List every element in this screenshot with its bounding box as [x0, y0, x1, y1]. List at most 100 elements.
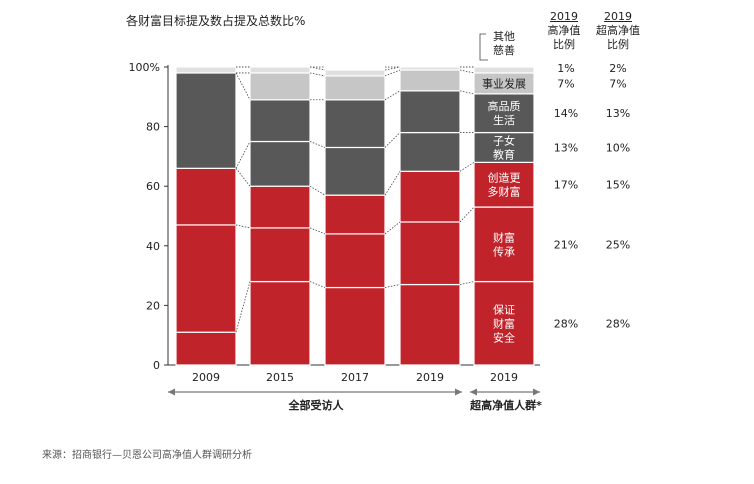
segment-label: 保证财富安全	[493, 302, 515, 344]
col-header-line2: 比例	[607, 38, 629, 51]
connector-line	[309, 185, 326, 196]
col-header-high-net-worth: 2019 高净值 比例	[542, 10, 586, 52]
connector-line	[309, 66, 326, 71]
pct-label: 14%	[554, 107, 578, 120]
connector-line	[384, 66, 401, 71]
connector-line	[459, 281, 475, 285]
connector-line	[384, 171, 401, 196]
bar-segment	[473, 206, 535, 283]
bar-segment	[473, 66, 535, 74]
bar-segment	[324, 233, 386, 289]
bar-segment	[324, 286, 386, 366]
connector-line	[384, 69, 401, 77]
segment-label: 子女教育	[493, 133, 515, 161]
connector-line	[235, 168, 251, 187]
y-tick-label: 100%	[129, 61, 160, 74]
pct-label: 2%	[609, 62, 626, 75]
connector-line	[384, 221, 401, 235]
x-tick-label: 2009	[192, 371, 220, 384]
pct-label: 1%	[557, 62, 574, 75]
chart-title: 各财富目标提及数占提及总数比%	[126, 14, 306, 28]
pct-label: 25%	[606, 238, 630, 251]
segment-label: 财富传承	[493, 230, 515, 258]
col-header-year: 2019	[550, 10, 578, 23]
group-arrow-ultra-high	[470, 388, 540, 396]
pct-label: 13%	[606, 107, 630, 120]
arrow-head-left	[470, 388, 477, 396]
segment-label: 事业发展	[482, 76, 526, 90]
group-label-ultra-high: 超高净值人群*	[469, 398, 542, 412]
connector-line	[235, 224, 251, 229]
col-header-line1: 高净值	[547, 24, 581, 37]
other-label-bracket	[479, 33, 488, 61]
pct-label: 7%	[609, 77, 626, 90]
pct-label: 13%	[554, 141, 578, 154]
bar-segment	[249, 140, 311, 187]
bar-segment	[324, 99, 386, 149]
bar-segment	[399, 69, 461, 92]
arrow-head-right	[533, 388, 540, 396]
bar-segment	[175, 72, 237, 169]
col-header-line1: 超高净值	[596, 24, 640, 37]
connector-line	[384, 132, 401, 148]
x-tick-label: 2019	[416, 371, 444, 384]
bar-segment	[399, 283, 461, 366]
y-tick-label: 80	[146, 121, 160, 134]
connector-line	[235, 72, 251, 100]
bar-segment	[249, 227, 311, 283]
bar-segment	[324, 146, 386, 196]
pct-label: 10%	[606, 141, 630, 154]
bar-segment	[399, 131, 461, 172]
pct-label: 21%	[554, 238, 578, 251]
x-tick-label: 2019	[490, 371, 518, 384]
connector-line	[459, 90, 475, 95]
bar-segment	[249, 66, 311, 74]
pct-label: 17%	[554, 179, 578, 192]
bar-segment	[399, 90, 461, 134]
source-note: 来源：招商银行—贝恩公司高净值人群调研分析	[42, 450, 252, 461]
y-tick-label: 0	[153, 359, 160, 372]
pct-label: 15%	[606, 179, 630, 192]
segment-label: 高品质生活	[488, 99, 521, 127]
segment-label: 其他慈善	[493, 30, 515, 57]
bar-segment	[399, 66, 461, 71]
bar-segment	[324, 69, 386, 77]
bar-segment	[249, 185, 311, 229]
group-label-all-respondents: 全部受访人	[288, 398, 345, 412]
bar-segment	[175, 167, 237, 226]
y-tick-label: 60	[146, 180, 160, 193]
x-tick-label: 2017	[341, 371, 369, 384]
bar-segment	[249, 99, 311, 143]
connector-line	[309, 227, 326, 235]
connector-line	[384, 90, 401, 101]
y-tick-label: 20	[146, 299, 160, 312]
group-arrow-all-respondents	[168, 388, 462, 396]
connector-line	[235, 141, 251, 169]
bar-segment	[399, 221, 461, 286]
connector-line	[235, 281, 251, 333]
col-header-year: 2019	[604, 10, 632, 23]
bar-segment	[175, 66, 237, 74]
connector-line	[459, 206, 475, 223]
bar-segment	[175, 331, 237, 366]
segment-label: 创造更多财富	[488, 171, 521, 199]
bar-segment	[473, 161, 535, 208]
connector-line	[459, 162, 475, 172]
arrow-head-right	[455, 388, 462, 396]
bar-segment	[473, 280, 535, 366]
bar-segment	[324, 194, 386, 235]
connector-line	[309, 141, 326, 148]
bar-segment	[473, 93, 535, 134]
bar-segment	[249, 72, 311, 101]
pct-label: 7%	[557, 77, 574, 90]
bar-segment	[175, 224, 237, 333]
pct-label: 28%	[606, 317, 630, 330]
x-tick-label: 2015	[266, 371, 294, 384]
y-tick-label: 40	[146, 240, 160, 253]
bar-segment	[324, 75, 386, 101]
connector-line	[459, 69, 475, 74]
pct-label: 28%	[554, 317, 578, 330]
arrow-head-left	[168, 388, 175, 396]
connector-line	[384, 284, 401, 288]
